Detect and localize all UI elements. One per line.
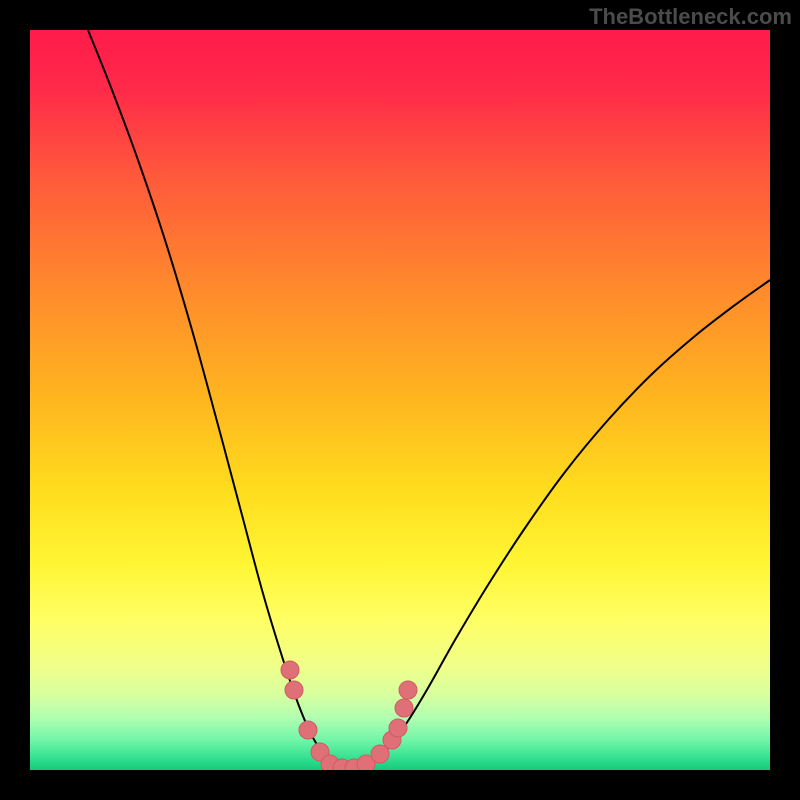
watermark-text: TheBottleneck.com (589, 4, 792, 30)
data-marker (299, 721, 317, 739)
plot-area (30, 30, 770, 770)
canvas: TheBottleneck.com (0, 0, 800, 800)
data-marker (389, 719, 407, 737)
bottleneck-curve (88, 30, 770, 768)
data-marker (399, 681, 417, 699)
data-marker (281, 661, 299, 679)
data-marker (395, 699, 413, 717)
data-marker (371, 745, 389, 763)
curve-layer (30, 30, 770, 770)
data-marker (285, 681, 303, 699)
